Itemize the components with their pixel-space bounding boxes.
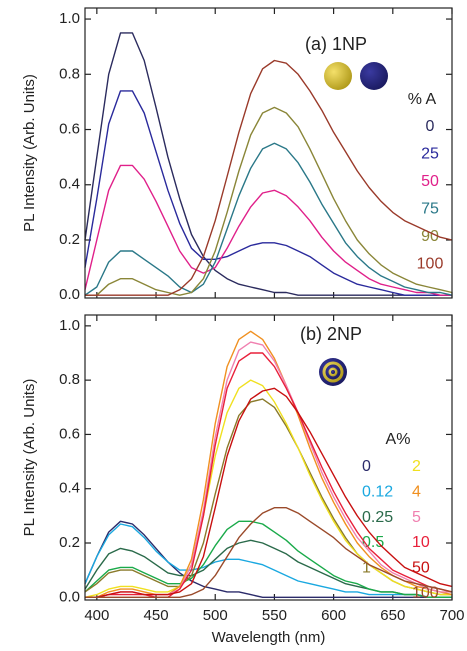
legend-entry: 10 xyxy=(412,534,430,551)
x-tick-label: 700 xyxy=(439,607,464,624)
y-tick-label: 0.6 xyxy=(59,425,80,442)
annotation: (a) 1NP xyxy=(305,34,367,54)
y-tick-label: 0.8 xyxy=(59,371,80,388)
legend-entry: 50 xyxy=(412,559,430,576)
np-icon-a xyxy=(324,62,388,90)
np-icon-b xyxy=(319,358,347,386)
y-tick-label: 0.2 xyxy=(59,534,80,551)
spectrum-line xyxy=(84,164,452,296)
plot-frame xyxy=(84,314,453,601)
y-tick-label: 0.2 xyxy=(59,231,80,248)
legend-entry: 75 xyxy=(421,201,439,218)
x-tick-label: 650 xyxy=(380,607,405,624)
legend-entry: 5 xyxy=(412,509,421,526)
spectrum-line xyxy=(85,330,453,598)
spectrum-line xyxy=(85,387,453,598)
x-axis-label: Wavelength (nm) xyxy=(212,629,326,646)
y-axis-label: PL Intensity (Arb. Units) xyxy=(21,379,38,537)
spectrum-line xyxy=(85,106,453,296)
x-tick-label: 500 xyxy=(203,607,228,624)
x-tick-label: 400 xyxy=(84,607,109,624)
legend-entry: 4 xyxy=(412,484,421,501)
legend-entry: 100 xyxy=(417,256,444,273)
spectrum-line xyxy=(85,59,453,296)
legend-entry: 25 xyxy=(421,146,439,163)
spectrum-line xyxy=(84,520,452,598)
legend-entry: 1 xyxy=(362,559,371,576)
y-tick-label: 1.0 xyxy=(59,10,80,27)
spectrum-line xyxy=(85,507,453,598)
legend-entry: 0.25 xyxy=(362,509,393,526)
y-tick-label: 0.8 xyxy=(59,65,80,82)
y-tick-label: 1.0 xyxy=(59,317,80,334)
y-tick-label: 0.4 xyxy=(59,480,80,497)
spectrum-line xyxy=(84,90,452,296)
legend-entry: 2 xyxy=(412,458,421,475)
spectrum-line xyxy=(84,520,452,598)
legend-entry: 50 xyxy=(421,173,439,190)
x-tick-label: 600 xyxy=(321,607,346,624)
legend-title: % A xyxy=(408,91,437,108)
x-tick-label: 450 xyxy=(144,607,169,624)
spectrum-line xyxy=(84,379,452,598)
y-tick-label: 0.4 xyxy=(59,176,80,193)
legend-entry: 0 xyxy=(362,458,371,475)
spectrum-line xyxy=(84,398,452,596)
annotation: (b) 2NP xyxy=(300,324,362,344)
y-tick-label: 0.0 xyxy=(59,286,80,303)
spectrum-line xyxy=(85,341,452,598)
x-tick-label: 550 xyxy=(262,607,287,624)
plot-frame xyxy=(84,7,453,299)
y-tick-label: 0.6 xyxy=(59,120,80,137)
legend-entry: 90 xyxy=(421,228,439,245)
legend-title: A% xyxy=(386,431,411,448)
spectrum-line xyxy=(84,142,453,296)
spectrum-line xyxy=(84,32,452,296)
y-tick-label: 0.0 xyxy=(59,588,80,605)
y-axis-label: PL Intensity (Arb. Units) xyxy=(21,74,38,232)
legend-entry: 0 xyxy=(426,118,435,135)
spectrum-line xyxy=(84,523,452,598)
legend-entry: 0.12 xyxy=(362,484,393,501)
legend-entry: 100 xyxy=(412,585,439,602)
